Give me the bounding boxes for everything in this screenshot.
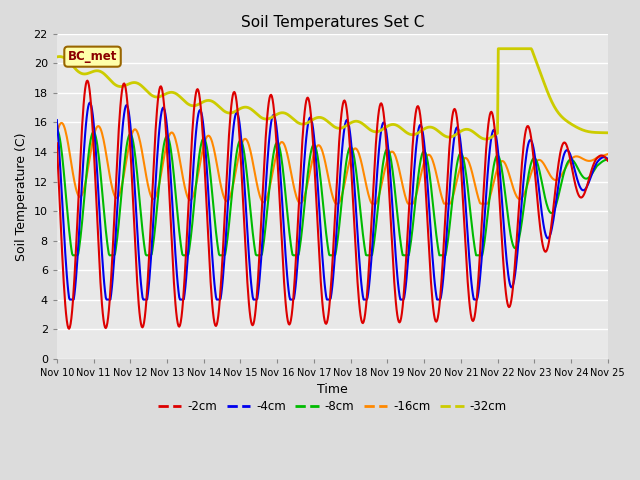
Legend: -2cm, -4cm, -8cm, -16cm, -32cm: -2cm, -4cm, -8cm, -16cm, -32cm xyxy=(153,395,511,418)
Title: Soil Temperatures Set C: Soil Temperatures Set C xyxy=(241,15,424,30)
X-axis label: Time: Time xyxy=(317,383,348,396)
Text: BC_met: BC_met xyxy=(68,50,117,63)
Y-axis label: Soil Temperature (C): Soil Temperature (C) xyxy=(15,132,28,261)
